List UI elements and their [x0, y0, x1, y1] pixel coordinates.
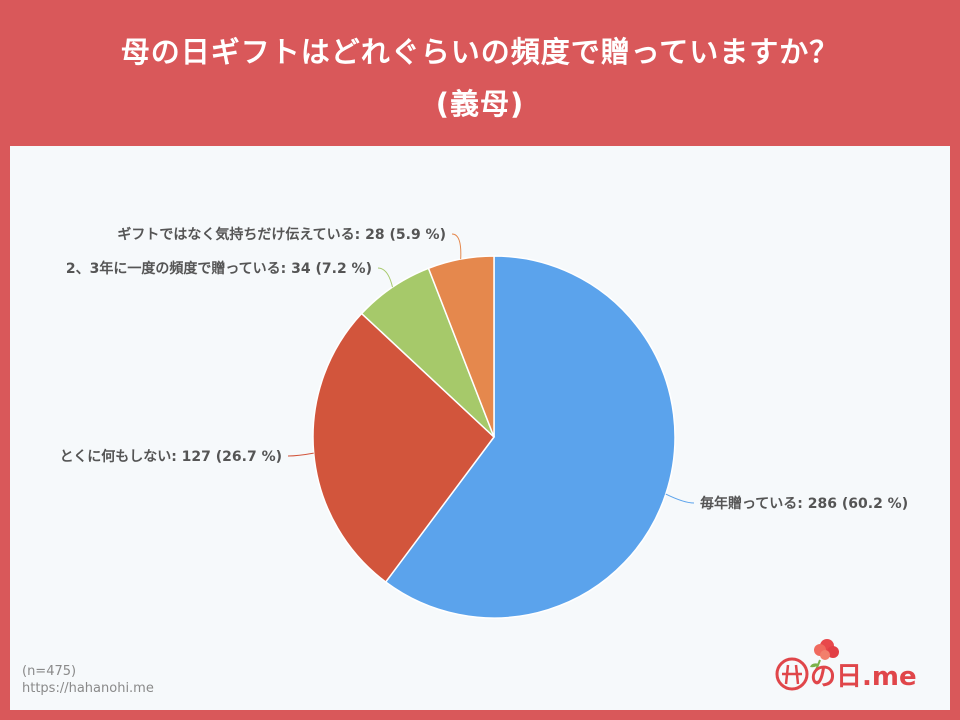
logo-text: の日.me	[810, 662, 917, 692]
pie-slice-2[interactable]	[312, 312, 496, 584]
source-url[interactable]: https://hahanohi.me	[22, 681, 154, 696]
leader-line-4	[451, 233, 462, 260]
hahanohi-logo[interactable]: の日.me	[770, 634, 940, 694]
pie-slice-1[interactable]	[384, 255, 676, 619]
title-line-1: 母の日ギフトはどれぐらいの頻度で贈っていますか？	[120, 35, 840, 69]
mother-kanji-mark	[775, 657, 809, 691]
chart-panel: 毎年贈っている: 286 (60.2 %) とくに何もしない: 127 (26.7…	[10, 146, 950, 710]
leader-line-1	[665, 493, 695, 504]
slice-label-3: 2、3年に一度の頻度で贈っている: 34 (7.2 %)	[66, 260, 372, 277]
title-line-2: (義母)	[435, 87, 525, 121]
chart-title: 母の日ギフトはどれぐらいの頻度で贈っていますか？ (義母)	[0, 26, 960, 130]
pie-chart: 毎年贈っている: 286 (60.2 %) とくに何もしない: 127 (26.7…	[60, 226, 908, 619]
sample-size-note: (n=475)	[22, 664, 77, 679]
leader-line-2	[287, 452, 314, 457]
slice-label-2: とくに何もしない: 127 (26.7 %)	[60, 448, 282, 465]
leader-line-3	[377, 267, 393, 288]
slice-label-4: ギフトではなく気持ちだけ伝えている: 28 (5.9 %)	[117, 226, 446, 243]
slice-label-1: 毎年贈っている: 286 (60.2 %)	[700, 495, 908, 512]
carnation-icon	[810, 639, 839, 675]
